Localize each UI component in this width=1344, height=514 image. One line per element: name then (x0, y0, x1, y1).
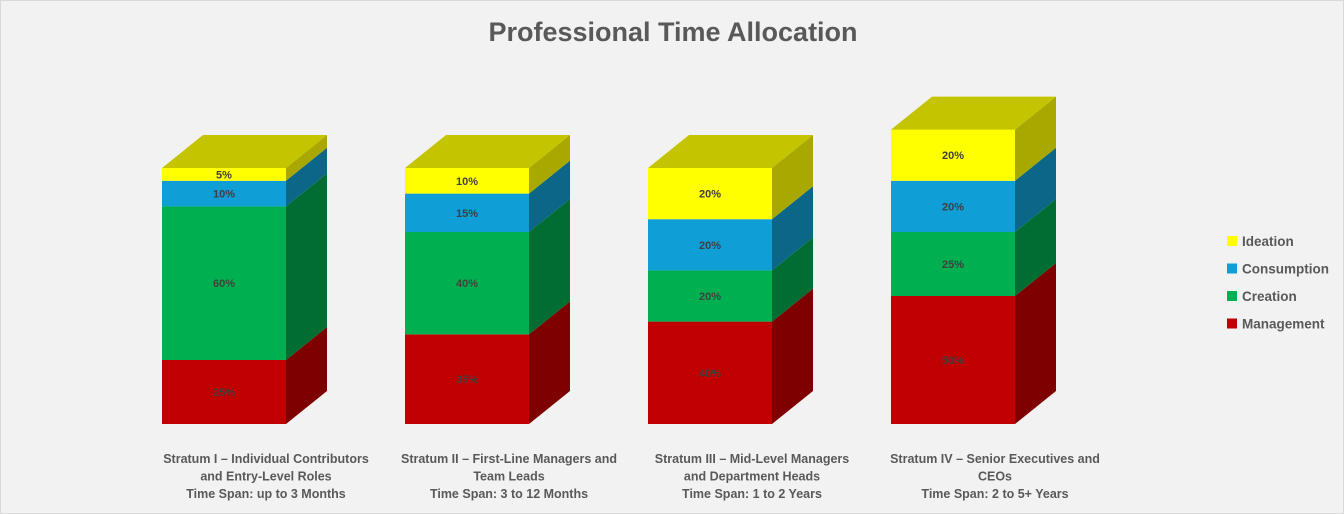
data-label: 25% (213, 387, 235, 399)
legend-label: Consumption (1242, 262, 1329, 277)
legend-swatch (1227, 291, 1237, 301)
bar-front-management (162, 360, 286, 424)
category-labels: Stratum I – Individual Contributors and E… (163, 452, 1100, 501)
bar-stack-4: 50% 25% 20% 20% (891, 96, 1056, 424)
legend-label: Creation (1242, 289, 1297, 304)
bar-segment-creation-4: 25% (891, 199, 1056, 296)
chart-title: Professional Time Allocation (488, 17, 857, 47)
bar-segment-ideation-2: 10% (405, 135, 570, 194)
bar-front-creation (162, 206, 286, 360)
bar-segment-ideation-1: 5% (162, 135, 327, 181)
bar-segment-creation-1: 60% (162, 173, 327, 360)
data-label: 20% (699, 189, 721, 201)
data-label: 35% (456, 374, 478, 386)
bar-side-creation (286, 173, 327, 360)
data-label: 20% (942, 150, 964, 162)
legend-item-creation: Creation (1227, 289, 1297, 304)
data-label: 25% (942, 259, 964, 271)
bar-front-creation (648, 270, 772, 322)
data-label: 60% (213, 278, 235, 290)
bar-segment-creation-3: 20% (648, 237, 813, 322)
legend-label: Ideation (1242, 234, 1294, 249)
bar-stack-1: 25% 60% 10% 5% (162, 135, 327, 424)
bar-front-ideation (405, 168, 529, 194)
bar-side-ideation (286, 135, 327, 181)
category-label-4: Stratum IV – Senior Executives and CEOs Ti… (890, 452, 1100, 501)
legend-item-consumption: Consumption (1227, 262, 1329, 277)
bar-segment-management-3: 40% (648, 288, 813, 424)
bar-top-ideation (405, 135, 570, 168)
bar-side-management (529, 301, 570, 424)
data-label: 10% (456, 176, 478, 188)
legend-label: Management (1242, 317, 1325, 332)
bar-segment-management-2: 35% (405, 301, 570, 424)
bar-front-creation (891, 232, 1015, 296)
bar-segment-ideation-4: 20% (891, 96, 1056, 181)
bar-side-management (286, 327, 327, 424)
bar-front-management (891, 296, 1015, 424)
bars-layer: 25% 60% 10% 5% 35% 40% 15% 10% 40% 20% 20% 20% 50% 25… (162, 96, 1056, 424)
bar-side-management (1015, 263, 1056, 424)
bar-segment-management-4: 50% (891, 263, 1056, 424)
bar-top-ideation (891, 96, 1056, 130)
bar-side-ideation (772, 135, 813, 220)
bar-front-consumption (648, 219, 772, 271)
category-label-2: Stratum II – First-Line Managers and Team… (401, 452, 617, 501)
bar-front-ideation (162, 168, 286, 181)
bar-side-consumption (529, 160, 570, 232)
data-label: 20% (699, 291, 721, 303)
bar-top-ideation (162, 135, 327, 168)
category-label-1: Stratum I – Individual Contributors and E… (163, 452, 369, 501)
bar-front-management (648, 321, 772, 424)
bar-segment-consumption-1: 10% (162, 147, 327, 207)
bar-side-consumption (772, 186, 813, 271)
bar-side-consumption (286, 147, 327, 207)
legend-swatch (1227, 318, 1237, 329)
bar-side-consumption (1015, 147, 1056, 232)
bar-segment-consumption-4: 20% (891, 147, 1056, 232)
bar-stack-3: 40% 20% 20% 20% (648, 135, 813, 424)
bar-front-consumption (891, 180, 1015, 232)
bar-side-ideation (529, 135, 570, 194)
data-label: 20% (699, 240, 721, 252)
data-label: 40% (456, 278, 478, 290)
bar-front-consumption (162, 180, 286, 207)
bar-segment-creation-2: 40% (405, 199, 570, 335)
bar-front-ideation (648, 168, 772, 220)
data-label: 5% (216, 169, 232, 181)
bar-side-ideation (1015, 96, 1056, 181)
bar-side-creation (1015, 199, 1056, 296)
bar-side-creation (529, 199, 570, 335)
legend-item-management: Management (1227, 317, 1325, 332)
bar-side-management (772, 288, 813, 424)
data-label: 50% (942, 355, 964, 367)
legend-swatch (1227, 263, 1237, 274)
bar-stack-2: 35% 40% 15% 10% (405, 135, 570, 424)
legend-item-ideation: Ideation (1227, 234, 1294, 249)
data-label: 10% (213, 189, 235, 201)
bar-segment-consumption-2: 15% (405, 160, 570, 232)
bar-front-consumption (405, 193, 529, 232)
bar-front-creation (405, 232, 529, 335)
bar-segment-consumption-3: 20% (648, 186, 813, 271)
data-label: 40% (699, 368, 721, 380)
bar-segment-management-1: 25% (162, 327, 327, 424)
data-label: 20% (942, 201, 964, 213)
bar-front-management (405, 334, 529, 424)
bar-segment-ideation-3: 20% (648, 135, 813, 220)
category-label-3: Stratum III – Mid-Level Managers and Depa… (655, 452, 850, 501)
data-label: 15% (456, 208, 478, 220)
legend: Ideation Consumption Creation Management (1227, 234, 1329, 332)
bar-side-creation (772, 237, 813, 322)
bar-front-ideation (891, 129, 1015, 181)
bar-top-ideation (648, 135, 813, 168)
legend-swatch (1227, 236, 1237, 246)
